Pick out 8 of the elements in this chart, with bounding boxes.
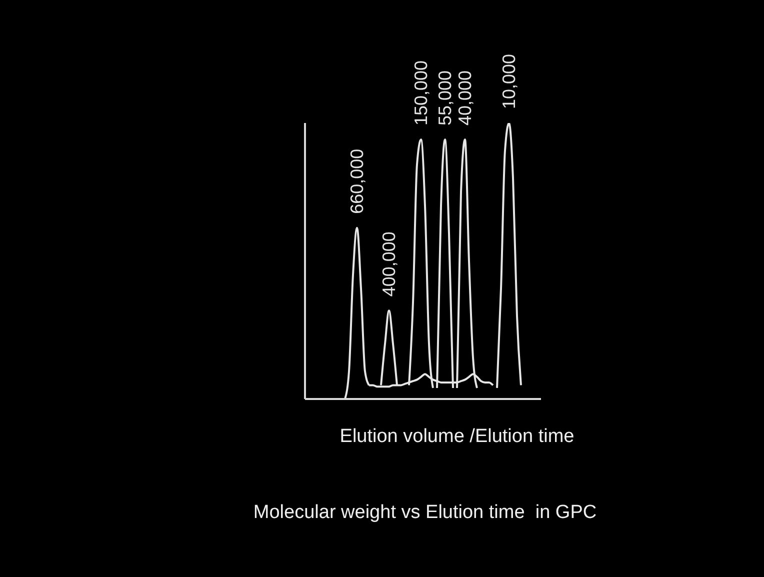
annotation: 55,000 [435,70,455,126]
annotation: 400,000 [379,232,399,297]
annotation: 660,000 [347,148,367,214]
text: Molecular weight vs Elution time in GPC [252,502,598,524]
annotation: 40,000 [455,70,475,126]
x-axis-title: Elution volume /Elution time [338,426,576,448]
text: 10,000 [499,54,519,109]
annotation: 150,000 [411,60,431,126]
